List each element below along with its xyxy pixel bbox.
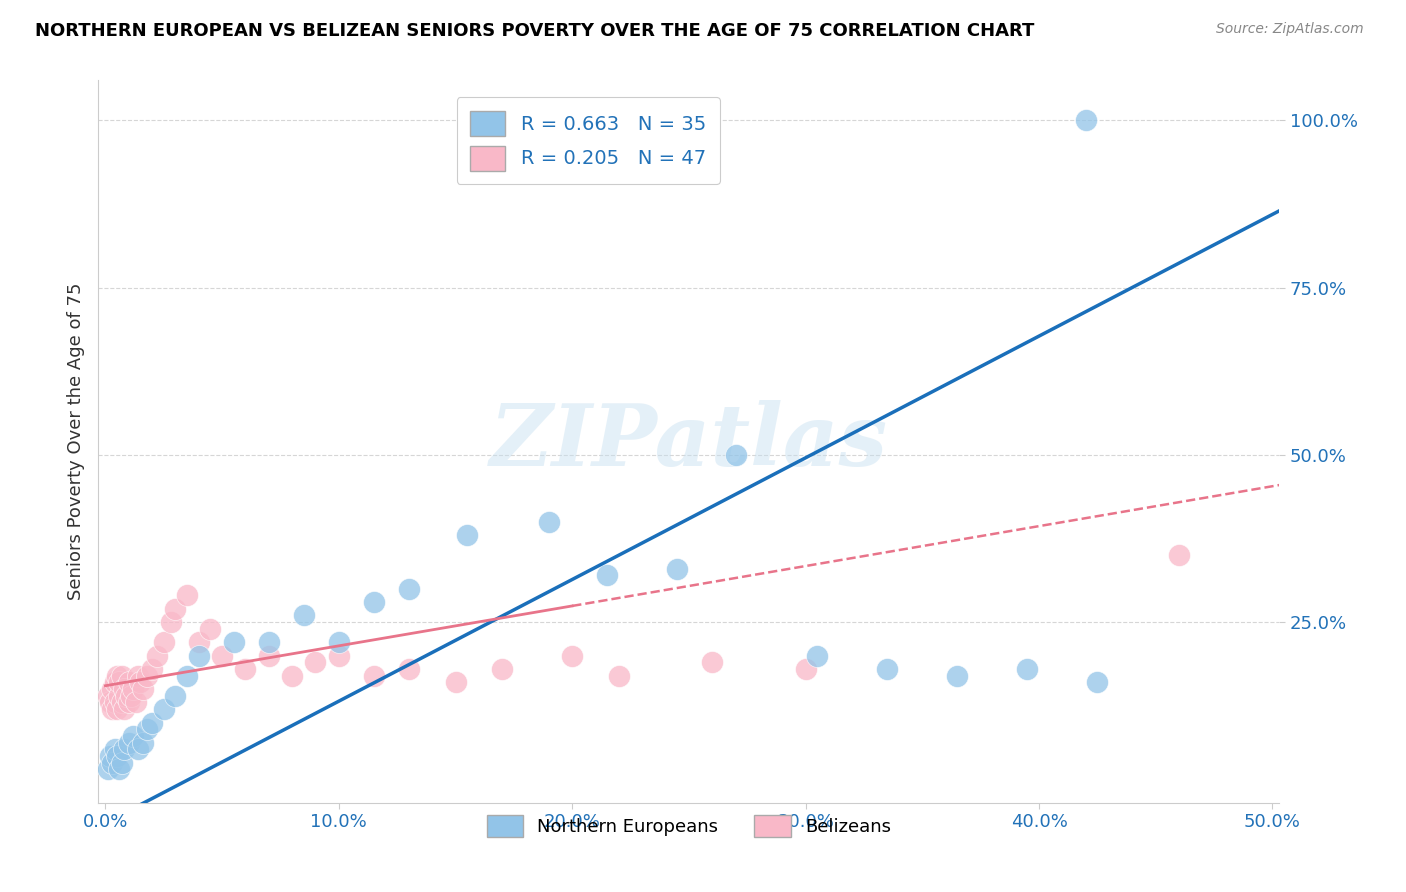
Point: [222, 635, 245, 649]
Point: [101, 682, 124, 697]
Point: [1168, 548, 1191, 563]
Text: Source: ZipAtlas.com: Source: ZipAtlas.com: [1216, 22, 1364, 37]
Point: [165, 689, 187, 703]
Point: [125, 696, 148, 710]
Point: [281, 669, 304, 683]
Point: [127, 742, 149, 756]
Point: [607, 669, 630, 683]
Point: [118, 675, 141, 690]
Point: [118, 696, 141, 710]
Point: [444, 675, 467, 690]
Point: [159, 615, 181, 630]
Point: [141, 662, 163, 676]
Point: [1017, 662, 1039, 676]
Y-axis label: Seniors Poverty Over the Age of 75: Seniors Poverty Over the Age of 75: [66, 283, 84, 600]
Point: [111, 756, 134, 770]
Point: [702, 655, 724, 669]
Point: [105, 669, 128, 683]
Point: [104, 675, 127, 690]
Point: [456, 528, 478, 542]
Point: [104, 696, 127, 710]
Point: [304, 655, 326, 669]
Text: ZIPatlas: ZIPatlas: [489, 400, 889, 483]
Point: [104, 742, 127, 756]
Point: [115, 689, 138, 703]
Point: [152, 635, 174, 649]
Point: [105, 749, 128, 764]
Point: [132, 682, 155, 697]
Point: [398, 582, 420, 596]
Point: [187, 648, 209, 663]
Point: [152, 702, 174, 716]
Point: [118, 735, 141, 749]
Point: [363, 669, 385, 683]
Point: [165, 602, 187, 616]
Point: [111, 669, 134, 683]
Point: [187, 635, 209, 649]
Point: [794, 662, 817, 676]
Point: [363, 595, 385, 609]
Point: [108, 689, 131, 703]
Point: [105, 702, 128, 716]
Point: [97, 762, 120, 776]
Point: [97, 689, 120, 703]
Point: [112, 742, 135, 756]
Point: [141, 715, 163, 730]
Point: [136, 669, 159, 683]
Point: [176, 589, 198, 603]
Point: [136, 723, 159, 737]
Point: [257, 635, 280, 649]
Point: [1087, 675, 1109, 690]
Point: [328, 635, 350, 649]
Point: [146, 648, 169, 663]
Point: [491, 662, 513, 676]
Point: [876, 662, 898, 676]
Point: [176, 669, 198, 683]
Point: [127, 669, 149, 683]
Point: [98, 749, 121, 764]
Point: [122, 682, 145, 697]
Point: [1074, 113, 1097, 128]
Point: [292, 608, 315, 623]
Point: [132, 735, 155, 749]
Point: [398, 662, 420, 676]
Point: [120, 689, 142, 703]
Point: [806, 648, 828, 663]
Point: [129, 675, 152, 690]
Point: [112, 682, 135, 697]
Point: [122, 729, 145, 743]
Point: [537, 515, 560, 529]
Point: [596, 568, 619, 582]
Point: [101, 702, 124, 716]
Legend: Northern Europeans, Belizeans: Northern Europeans, Belizeans: [479, 808, 898, 845]
Point: [257, 648, 280, 663]
Text: NORTHERN EUROPEAN VS BELIZEAN SENIORS POVERTY OVER THE AGE OF 75 CORRELATION CHA: NORTHERN EUROPEAN VS BELIZEAN SENIORS PO…: [35, 22, 1035, 40]
Point: [946, 669, 969, 683]
Point: [101, 756, 124, 770]
Point: [112, 702, 135, 716]
Point: [211, 648, 233, 663]
Point: [200, 622, 222, 636]
Point: [328, 648, 350, 663]
Point: [235, 662, 257, 676]
Point: [561, 648, 583, 663]
Point: [666, 562, 689, 576]
Point: [108, 762, 131, 776]
Point: [111, 696, 134, 710]
Point: [108, 675, 131, 690]
Point: [724, 448, 747, 462]
Point: [98, 696, 121, 710]
